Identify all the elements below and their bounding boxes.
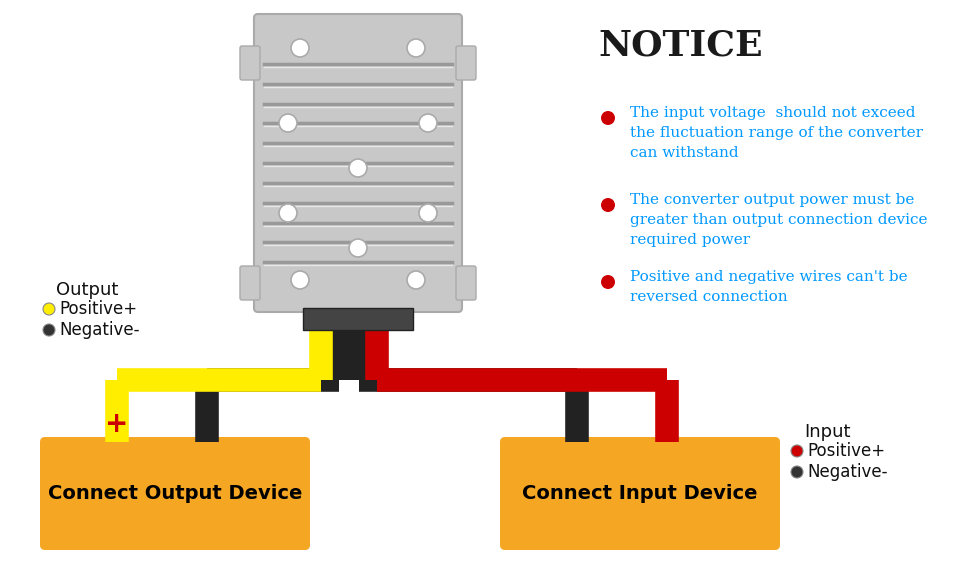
Text: Negative-: Negative- <box>59 321 139 339</box>
Text: −: − <box>565 410 588 438</box>
Text: +: + <box>106 410 129 438</box>
FancyBboxPatch shape <box>240 46 260 80</box>
Text: +: + <box>656 410 679 438</box>
Circle shape <box>279 204 297 222</box>
Circle shape <box>349 239 367 257</box>
Text: Connect Input Device: Connect Input Device <box>522 484 757 503</box>
Text: Positive+: Positive+ <box>807 442 885 460</box>
Circle shape <box>791 466 803 478</box>
Circle shape <box>279 114 297 132</box>
Circle shape <box>419 114 437 132</box>
Circle shape <box>601 198 615 212</box>
Circle shape <box>43 324 55 336</box>
FancyBboxPatch shape <box>40 437 310 550</box>
Text: Output: Output <box>56 281 118 299</box>
Text: Input: Input <box>804 423 851 441</box>
FancyBboxPatch shape <box>456 266 476 300</box>
Text: Negative-: Negative- <box>807 463 887 481</box>
Circle shape <box>43 303 55 315</box>
Circle shape <box>601 111 615 125</box>
FancyBboxPatch shape <box>240 266 260 300</box>
Text: The converter output power must be
greater than output connection device
require: The converter output power must be great… <box>630 193 927 247</box>
Circle shape <box>419 204 437 222</box>
Text: Positive and negative wires can't be
reversed connection: Positive and negative wires can't be rev… <box>630 270 907 304</box>
FancyBboxPatch shape <box>500 437 780 550</box>
Text: Connect Output Device: Connect Output Device <box>48 484 302 503</box>
FancyBboxPatch shape <box>254 14 462 312</box>
Circle shape <box>601 275 615 289</box>
Circle shape <box>407 39 425 57</box>
FancyBboxPatch shape <box>456 46 476 80</box>
Text: Positive+: Positive+ <box>59 300 137 318</box>
Circle shape <box>791 445 803 457</box>
Text: NOTICE: NOTICE <box>598 28 762 62</box>
Text: The input voltage  should not exceed
the fluctuation range of the converter
can : The input voltage should not exceed the … <box>630 106 923 160</box>
Text: −: − <box>196 410 219 438</box>
Bar <box>303 308 413 330</box>
Circle shape <box>291 271 309 289</box>
Circle shape <box>407 271 425 289</box>
Circle shape <box>349 159 367 177</box>
Circle shape <box>291 39 309 57</box>
